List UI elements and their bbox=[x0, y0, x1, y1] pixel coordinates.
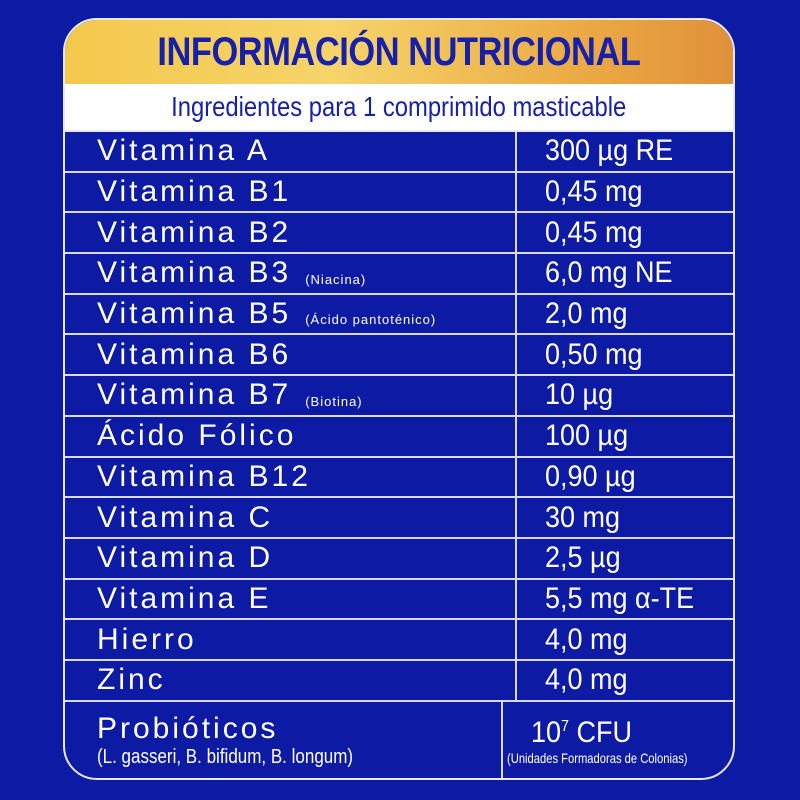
nutrient-name: Vitamina B7 bbox=[97, 378, 292, 412]
nutrient-cell: Vitamina B7 (Biotina) bbox=[65, 376, 517, 415]
page-title: INFORMACIÓN NUTRICIONAL bbox=[157, 29, 641, 74]
amount-cell: 10 µg bbox=[517, 376, 733, 415]
amount-cell: 0,90 µg bbox=[517, 458, 733, 497]
table-row: Vitamina B6 0,50 mg bbox=[65, 335, 733, 377]
nutrient-name: Vitamina E bbox=[97, 581, 272, 615]
table-row-probiotics: Probióticos (L. gasseri, B. bifidum, B. … bbox=[65, 701, 733, 778]
amount-cell: 0,50 mg bbox=[517, 335, 733, 374]
table-row: Hierro 4,0 mg bbox=[65, 620, 733, 661]
amount-cell: 30 mg bbox=[517, 498, 733, 537]
nutrient-note: (Biotina) bbox=[305, 393, 363, 409]
nutrient-note: (L. gasseri, B. bifidum, B. longum) bbox=[97, 746, 354, 769]
table-row: Zinc 4,0 mg bbox=[65, 660, 733, 702]
nutrient-name: Vitamina B12 bbox=[97, 459, 311, 493]
table-row: Vitamina E 5,5 mg α-TE bbox=[65, 579, 733, 621]
nutrient-cell: Probióticos (L. gasseri, B. bifidum, B. … bbox=[65, 701, 504, 778]
amount-value: 300 µg RE bbox=[545, 134, 674, 168]
nutrient-cell: Vitamina D bbox=[65, 538, 517, 578]
table-row: Vitamina C 30 mg bbox=[65, 498, 733, 539]
amount-value: 4,0 mg bbox=[545, 663, 628, 697]
amount-value: 5,5 mg α-TE bbox=[545, 581, 695, 615]
table-row: Vitamina B2 0,45 mg bbox=[65, 213, 733, 255]
nutrient-name: Vitamina A bbox=[97, 134, 270, 168]
amount-value: 107 CFU bbox=[531, 715, 633, 749]
amount-cell: 2,0 mg bbox=[517, 295, 733, 334]
nutrient-cell: Vitamina C bbox=[65, 498, 517, 537]
nutrient-name: Vitamina B6 bbox=[97, 337, 292, 371]
amount-value: 0,45 mg bbox=[545, 175, 643, 209]
table-row: Vitamina B7 (Biotina) 10 µg bbox=[65, 376, 733, 417]
nutrient-name: Vitamina B3 bbox=[97, 256, 292, 290]
amount-value: 0,90 µg bbox=[545, 459, 636, 493]
nutrient-cell: Ácido Fólico bbox=[65, 416, 517, 456]
nutrient-cell: Vitamina B6 bbox=[65, 335, 517, 375]
amount-note: (Unidades Formadoras de Colonias) bbox=[507, 749, 688, 766]
amount-value: 6,0 mg NE bbox=[545, 256, 673, 290]
nutrient-name: Vitamina D bbox=[97, 541, 274, 575]
amount-cell: 107 CFU (Unidades Formadoras de Colonias… bbox=[503, 702, 733, 778]
nutrient-name: Zinc bbox=[97, 663, 166, 697]
amount-cell: 2,5 µg bbox=[517, 539, 733, 578]
nutrition-table: INFORMACIÓN NUTRICIONAL Ingredientes par… bbox=[63, 18, 735, 780]
table-row: Vitamina B5 (Ácido pantoténico) 2,0 mg bbox=[65, 294, 733, 336]
nutrient-cell: Vitamina A bbox=[65, 132, 517, 171]
amount-cell: 100 µg bbox=[517, 417, 733, 456]
nutrient-cell: Zinc bbox=[65, 660, 517, 700]
nutrient-cell: Vitamina E bbox=[65, 579, 517, 619]
nutrient-name: Probióticos bbox=[97, 712, 279, 746]
table-row: Ácido Fólico 100 µg bbox=[65, 416, 733, 458]
table-row: Vitamina D 2,5 µg bbox=[65, 538, 733, 580]
nutrient-name: Vitamina B2 bbox=[97, 215, 292, 249]
amount-value: 2,5 µg bbox=[545, 541, 621, 575]
nutrient-name: Vitamina B1 bbox=[97, 175, 292, 209]
nutrient-name: Vitamina B5 bbox=[97, 297, 292, 331]
nutrient-cell: Vitamina B2 bbox=[65, 213, 517, 253]
table-row: Vitamina B1 0,45 mg bbox=[65, 172, 733, 214]
amount-cell: 300 µg RE bbox=[517, 132, 733, 171]
amount-cell: 0,45 mg bbox=[517, 173, 733, 212]
nutrient-cell: Vitamina B12 bbox=[65, 457, 517, 497]
title-banner: INFORMACIÓN NUTRICIONAL bbox=[65, 20, 733, 84]
table-row: Vitamina A 300 µg RE bbox=[65, 132, 733, 173]
amount-value: 0,50 mg bbox=[545, 337, 643, 371]
amount-cell: 0,45 mg bbox=[517, 213, 733, 252]
amount-value: 0,45 mg bbox=[545, 215, 643, 249]
nutrient-cell: Vitamina B1 bbox=[65, 172, 517, 212]
amount-cell: 4,0 mg bbox=[517, 661, 733, 700]
nutrient-note: (Ácido pantoténico) bbox=[305, 312, 437, 328]
nutrient-name: Ácido Fólico bbox=[97, 419, 297, 453]
nutrient-cell: Hierro bbox=[65, 620, 517, 659]
nutrient-name: Vitamina C bbox=[97, 500, 274, 534]
table-row: Vitamina B12 0,90 µg bbox=[65, 457, 733, 499]
table-row: Vitamina B3 (Niacina) 6,0 mg NE bbox=[65, 254, 733, 295]
subtitle: Ingredientes para 1 comprimido masticabl… bbox=[171, 91, 627, 122]
nutrient-cell: Vitamina B3 (Niacina) bbox=[65, 254, 517, 293]
table-body: Vitamina A 300 µg RE Vitamina B1 0,45 mg Vit… bbox=[65, 132, 733, 702]
amount-cell: 4,0 mg bbox=[517, 620, 733, 659]
amount-cell: 6,0 mg NE bbox=[517, 254, 733, 293]
amount-value: 100 µg bbox=[545, 419, 629, 453]
nutrient-cell: Vitamina B5 (Ácido pantoténico) bbox=[65, 294, 517, 334]
amount-value: 2,0 mg bbox=[545, 297, 628, 331]
amount-value: 30 mg bbox=[545, 500, 621, 534]
subtitle-banner: Ingredientes para 1 comprimido masticabl… bbox=[65, 84, 733, 132]
amount-value: 10 µg bbox=[545, 378, 614, 412]
nutrient-name: Hierro bbox=[97, 622, 197, 656]
amount-cell: 5,5 mg α-TE bbox=[517, 580, 733, 619]
nutrient-note: (Niacina) bbox=[305, 271, 367, 287]
amount-value: 4,0 mg bbox=[545, 622, 628, 656]
